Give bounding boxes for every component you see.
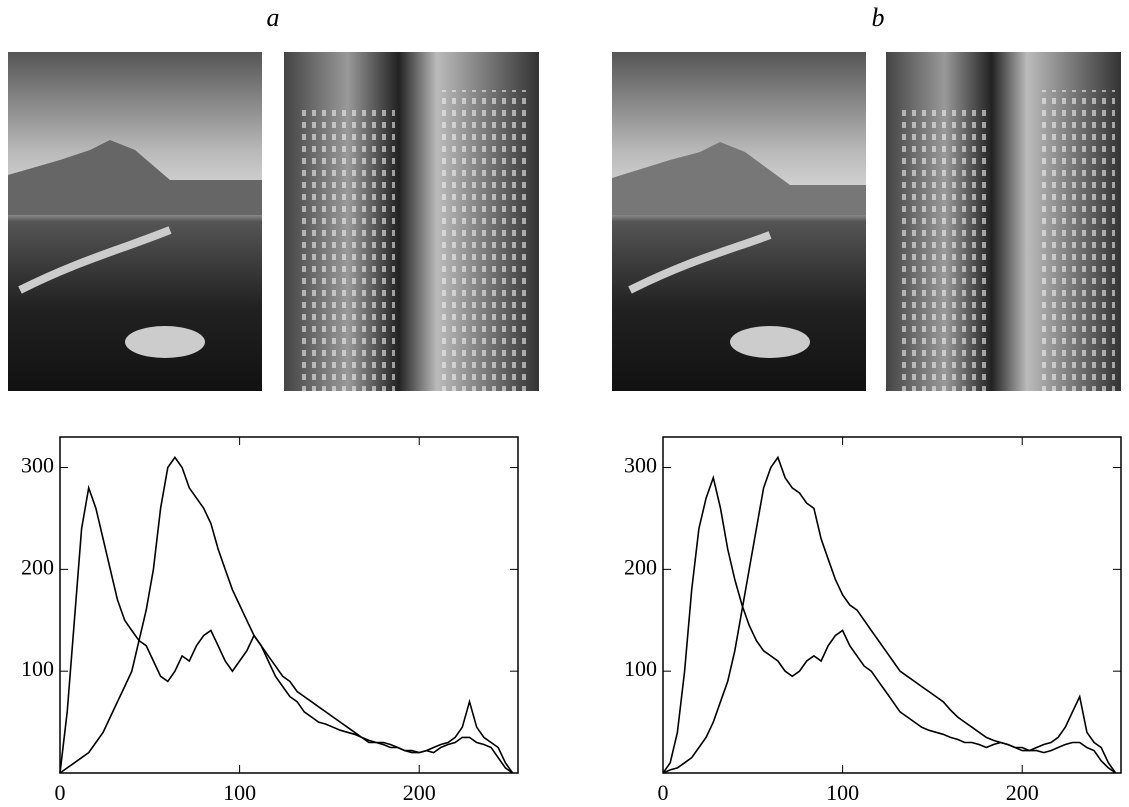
y-tick-label: 200 bbox=[21, 554, 54, 579]
x-tick-label: 100 bbox=[223, 780, 256, 805]
x-tick-label: 100 bbox=[826, 780, 859, 805]
plot-frame bbox=[663, 437, 1121, 773]
image-buildings-b bbox=[886, 52, 1121, 391]
x-tick-label: 200 bbox=[1006, 780, 1039, 805]
image-landscape-a bbox=[8, 52, 262, 391]
figure: a 0 100 200 100 200 300 b 0 100 200 100 200 300 bbox=[0, 0, 1129, 807]
y-tick-label: 100 bbox=[21, 656, 54, 681]
image-landscape-b bbox=[612, 52, 866, 391]
y-tick-label: 300 bbox=[21, 453, 54, 478]
x-tick-label: 200 bbox=[403, 780, 436, 805]
page: {"chart_data": [ {"type": "line", "label… bbox=[0, 0, 1129, 807]
plot-frame bbox=[60, 437, 518, 773]
histogram-line bbox=[663, 457, 1116, 773]
panel-label: a bbox=[267, 3, 280, 32]
x-tick-label: 0 bbox=[658, 780, 669, 805]
panel-label: b bbox=[872, 3, 885, 32]
y-tick-label: 100 bbox=[624, 656, 657, 681]
y-tick-label: 300 bbox=[624, 453, 657, 478]
y-tick-label: 200 bbox=[624, 554, 657, 579]
histogram-line bbox=[60, 488, 513, 773]
image-buildings-a bbox=[284, 52, 539, 391]
histogram-line bbox=[60, 457, 513, 773]
histogram-line bbox=[663, 478, 1116, 773]
x-tick-label: 0 bbox=[55, 780, 66, 805]
